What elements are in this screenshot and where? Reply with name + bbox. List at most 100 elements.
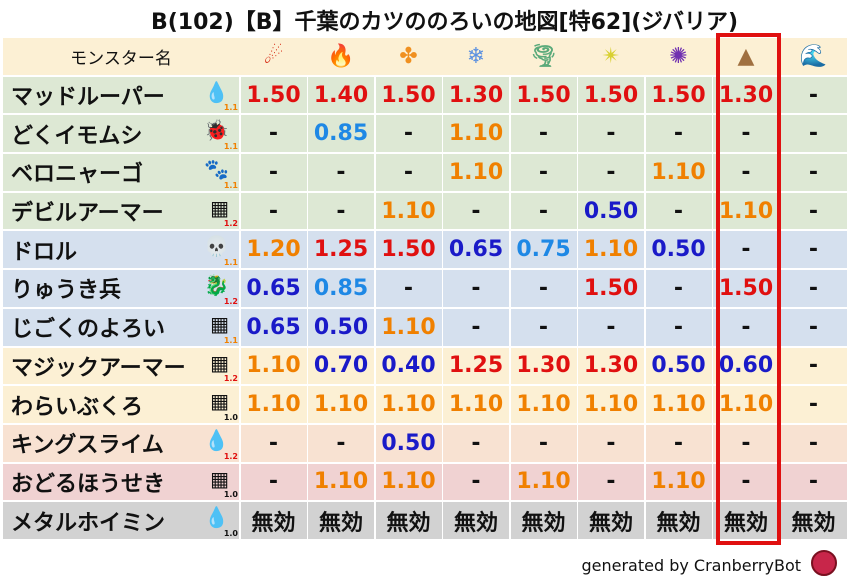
resistance-value: 1.10 xyxy=(645,386,712,423)
resistance-value: 0.75 xyxy=(510,231,577,269)
brick-wall-icon: ▦ xyxy=(210,311,229,336)
resistance-value: - xyxy=(510,115,577,153)
multiplier-badge: 1.2 xyxy=(223,296,238,306)
resistance-value: 1.10 xyxy=(510,386,577,423)
resistance-value: 無効 xyxy=(510,502,577,539)
monster-name: マッドルーパー 💧 1.1 xyxy=(3,76,239,114)
resistance-value: 1.10 xyxy=(308,386,374,423)
water-icon: 🌊 xyxy=(799,43,828,69)
resistance-value: - xyxy=(645,192,712,230)
resistance-value: 0.40 xyxy=(375,347,442,385)
resistance-value: 1.10 xyxy=(240,386,307,423)
resistance-value: - xyxy=(578,154,644,191)
resistance-value: - xyxy=(578,463,644,501)
table-row: どくイモムシ 🐞 1.1-0.85-1.10- - - - - xyxy=(3,115,847,155)
page-title: B(102)【B】千葉のカツののろいの地図[特62](ジバリア) xyxy=(150,10,739,35)
monster-name-text: りゅうき兵 xyxy=(11,278,122,304)
resistance-value: 1.50 xyxy=(713,270,779,307)
table-row: ドロル 💀 1.1 1.20 1.25 1.50 0.65 0.75 1.10 0.50- - xyxy=(3,231,847,271)
header-element-5: ✴ xyxy=(578,38,644,75)
resistance-value: - xyxy=(713,463,779,501)
table-row: りゅうき兵 🐉 1.2 0.65 0.85- - -1.50-1.50- xyxy=(3,270,847,309)
monster-name: どくイモムシ 🐞 1.1 xyxy=(3,115,239,153)
resistance-value: 1.10 xyxy=(713,192,779,230)
resistance-value: 1.10 xyxy=(308,463,374,501)
header-element-7: ▲ xyxy=(713,38,779,75)
table-row: マッドルーパー 💧 1.1 1.50 1.40 1.50 1.30 1.50 1.50 1.50 1… xyxy=(3,76,847,116)
resistance-value: 1.10 xyxy=(645,463,712,501)
resistance-value: - xyxy=(240,115,307,153)
brick-wall-icon: ▦ xyxy=(210,466,229,491)
resistance-value: - xyxy=(443,424,509,462)
light-icon: ✴ xyxy=(601,43,621,69)
brick-wall-icon: ▦ xyxy=(210,195,229,220)
resistance-value: 0.65 xyxy=(443,231,509,269)
resistance-value: 1.30 xyxy=(713,76,779,114)
resistance-value: 1.50 xyxy=(645,76,712,114)
resistance-value: 1.30 xyxy=(578,347,644,385)
resistance-value: 無効 xyxy=(578,502,644,539)
resistance-value: 0.50 xyxy=(308,308,374,346)
resistance-value: 無効 xyxy=(240,502,307,539)
header-element-6: ✺ xyxy=(646,38,712,75)
resistance-value: - xyxy=(645,308,712,346)
monster-name: ベロニャーゴ 🐾 1.1 xyxy=(3,154,239,191)
highlight-column-earth xyxy=(716,33,781,545)
monster-name-text: ドロル xyxy=(11,239,78,265)
resistance-value: 無効 xyxy=(713,502,779,539)
multiplier-badge: 1.2 xyxy=(223,374,238,384)
resistance-value: 1.20 xyxy=(240,231,307,269)
monster-name: じごくのよろい ▦ 1.1 xyxy=(3,308,239,346)
brick-wall-icon: ▦ xyxy=(210,350,229,375)
multiplier-badge: 1.2 xyxy=(223,451,238,461)
resistance-value: 1.30 xyxy=(443,76,509,114)
resistance-value: 1.10 xyxy=(375,192,442,230)
resistance-value: 1.50 xyxy=(375,76,442,114)
table-row: ベロニャーゴ 🐾 1.1- - -1.10- -1.10- - xyxy=(3,154,847,193)
resistance-value: - xyxy=(780,463,847,501)
resistance-value: 1.50 xyxy=(510,76,577,114)
monster-name-text: マジックアーマー xyxy=(11,355,186,381)
multiplier-badge: 1.0 xyxy=(223,490,238,500)
monster-name: メタルホイミン 💧 1.0 xyxy=(3,502,239,539)
resistance-value: - xyxy=(240,424,307,462)
multiplier-badge: 1.1 xyxy=(223,335,238,345)
flame-icon: 🔥 xyxy=(327,43,355,69)
multiplier-badge: 1.1 xyxy=(223,103,238,113)
resistance-value: 無効 xyxy=(308,502,374,539)
resistance-value: 0.50 xyxy=(645,231,712,269)
resistance-value: - xyxy=(308,424,374,462)
dragon-icon: 🐉 xyxy=(204,273,229,298)
resistance-value: 無効 xyxy=(645,502,712,539)
resistance-value: - xyxy=(713,424,779,462)
header-element-2: ✤ xyxy=(376,38,442,75)
resistance-value: - xyxy=(780,424,847,462)
resistance-value: 1.10 xyxy=(713,386,779,423)
resistance-value: 1.10 xyxy=(443,115,509,153)
resistance-value: - xyxy=(375,154,442,191)
multiplier-badge: 1.1 xyxy=(223,142,238,152)
resistance-value: 0.60 xyxy=(713,347,779,385)
resistance-value: 1.25 xyxy=(443,347,509,385)
monster-name-text: メタルホイミン xyxy=(11,510,166,536)
table-row: デビルアーマー ▦ 1.2- -1.10- -0.50-1.10- xyxy=(3,192,847,232)
resistance-value: - xyxy=(578,424,644,462)
resistance-value: - xyxy=(780,386,847,423)
multiplier-badge: 1.2 xyxy=(223,219,238,229)
resistance-value: - xyxy=(780,192,847,230)
monster-name-text: デビルアーマー xyxy=(11,201,164,227)
slime-icon: 💧 xyxy=(204,505,229,530)
resistance-value: 1.50 xyxy=(375,231,442,269)
resistance-value: 0.65 xyxy=(240,308,307,346)
resistance-value: 0.85 xyxy=(308,115,374,153)
footer-credit: generated by CranberryBot xyxy=(581,556,801,575)
skull-icon: 💀 xyxy=(204,234,229,259)
monster-name: おどるほうせき ▦ 1.0 xyxy=(3,463,239,501)
resistance-value: - xyxy=(510,308,577,346)
resistance-value: - xyxy=(578,115,644,153)
ice-icon: ❄ xyxy=(466,43,486,69)
resistance-value: 0.50 xyxy=(578,192,644,230)
monster-name: マジックアーマー ▦ 1.2 xyxy=(3,347,239,385)
resistance-value: - xyxy=(375,270,442,307)
header-name-label: モンスター名 xyxy=(70,48,172,69)
